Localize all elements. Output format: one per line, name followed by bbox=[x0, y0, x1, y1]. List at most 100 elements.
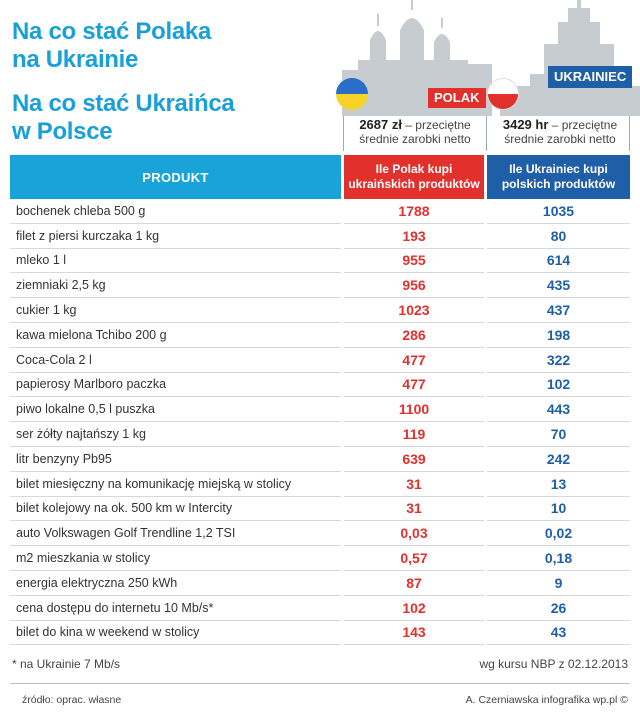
table-row: papierosy Marlboro paczka 477 102 bbox=[10, 372, 630, 398]
ukrainiec-value: 443 bbox=[487, 396, 630, 423]
polak-income-label2: średnie zarobki netto bbox=[359, 132, 471, 146]
column-separator bbox=[484, 248, 487, 273]
credit-note: A. Czerniawska infografika wp.pl © bbox=[465, 694, 628, 706]
product-name: piwo lokalne 0,5 l puszka bbox=[10, 396, 341, 423]
exchange-rate-note: wg kursu NBP z 02.12.2013 bbox=[479, 657, 628, 671]
title-ukrainiec: Na co stać Ukraińca w Polsce bbox=[12, 90, 235, 146]
ukrainiec-value: 614 bbox=[487, 248, 630, 274]
polak-value: 102 bbox=[344, 595, 484, 621]
ukrainiec-value: 437 bbox=[487, 297, 630, 323]
ukrainiec-value: 70 bbox=[487, 421, 630, 447]
column-separator bbox=[341, 471, 344, 497]
column-separator bbox=[484, 471, 487, 497]
polak-value: 1023 bbox=[344, 297, 484, 323]
footnote: * na Ukrainie 7 Mb/s bbox=[12, 657, 121, 671]
ukrainiec-income-label: – przeciętne bbox=[548, 118, 618, 132]
table-row: ser żółty najtańszy 1 kg 119 70 bbox=[10, 421, 630, 447]
title-polak-line2: na Ukrainie bbox=[12, 46, 139, 73]
polak-value: 286 bbox=[344, 322, 484, 348]
ukrainiec-value: 0,18 bbox=[487, 545, 630, 571]
product-name: bilet do kina w weekend w stolicy bbox=[10, 620, 341, 646]
product-name: ziemniaki 2,5 kg bbox=[10, 272, 341, 299]
column-separator bbox=[484, 496, 487, 521]
table-body: bochenek chleba 500 g 1788 1035 filet z pie… bbox=[10, 199, 630, 646]
column-separator bbox=[484, 322, 487, 348]
header-ukrainiec-line1: Ile Ukrainiec kupi bbox=[509, 162, 608, 176]
source-note: źródło: oprac. własne bbox=[22, 694, 122, 706]
column-separator bbox=[484, 396, 487, 422]
table-row: bochenek chleba 500 g 1788 1035 bbox=[10, 199, 630, 224]
ukrainiec-income-amount: 3429 hr bbox=[502, 117, 549, 132]
ukrainiec-value: 322 bbox=[487, 347, 630, 373]
product-name: mleko 1 l bbox=[10, 248, 341, 274]
product-name: m2 mieszkania w stolicy bbox=[10, 545, 341, 571]
polak-value: 143 bbox=[344, 620, 484, 646]
header-polak-line2: ukraińskich produktów bbox=[348, 177, 480, 191]
product-name: litr benzyny Pb95 bbox=[10, 446, 341, 472]
ukraine-flag-icon bbox=[336, 78, 368, 110]
product-name: bochenek chleba 500 g bbox=[10, 199, 341, 224]
ukrainiec-income-label2: średnie zarobki netto bbox=[504, 132, 616, 146]
polak-value: 1100 bbox=[344, 396, 484, 423]
polak-value: 87 bbox=[344, 570, 484, 596]
divider bbox=[486, 116, 487, 151]
ukrainiec-value: 1035 bbox=[487, 199, 630, 224]
polak-value: 477 bbox=[344, 372, 484, 398]
ukrainiec-tag: UKRAINIEC bbox=[548, 66, 633, 88]
divider bbox=[343, 116, 344, 151]
product-name: kawa mielona Tchibo 200 g bbox=[10, 322, 341, 348]
ukrainiec-value: 80 bbox=[487, 223, 630, 249]
title-polak-line1: Na co stać Polaka bbox=[12, 18, 212, 45]
table-row: kawa mielona Tchibo 200 g 286 198 bbox=[10, 322, 630, 348]
product-name: bilet kolejowy na ok. 500 km w Intercity bbox=[10, 496, 341, 522]
polak-value: 119 bbox=[344, 421, 484, 447]
product-name: cukier 1 kg bbox=[10, 297, 341, 323]
column-separator bbox=[341, 595, 344, 621]
table-row: ziemniaki 2,5 kg 956 435 bbox=[10, 272, 630, 299]
column-separator bbox=[341, 421, 344, 447]
table-row: bilet do kina w weekend w stolicy 143 43 bbox=[10, 620, 630, 646]
column-separator bbox=[341, 396, 344, 422]
table-row: litr benzyny Pb95 639 242 bbox=[10, 446, 630, 472]
table-row: mleko 1 l 955 614 bbox=[10, 248, 630, 274]
column-separator bbox=[484, 199, 487, 224]
column-separator bbox=[484, 620, 487, 645]
product-name: ser żółty najtańszy 1 kg bbox=[10, 421, 341, 447]
column-separator bbox=[341, 570, 344, 596]
polak-value: 639 bbox=[344, 446, 484, 472]
ukrainiec-income: 3429 hr – przeciętne średnie zarobki net… bbox=[490, 117, 630, 147]
polak-value: 0,03 bbox=[344, 520, 484, 547]
table-row: auto Volkswagen Golf Trendline 1,2 TSI 0,… bbox=[10, 520, 630, 547]
table-row: cena dostępu do internetu 10 Mb/s* 102 26 bbox=[10, 595, 630, 621]
table-row: Coca-Cola 2 l 477 322 bbox=[10, 347, 630, 373]
product-name: auto Volkswagen Golf Trendline 1,2 TSI bbox=[10, 520, 341, 547]
polak-value: 31 bbox=[344, 471, 484, 497]
ukrainiec-value: 26 bbox=[487, 595, 630, 621]
column-separator bbox=[484, 297, 487, 323]
column-separator bbox=[341, 545, 344, 571]
ukrainiec-value: 13 bbox=[487, 471, 630, 497]
ukrainiec-value: 435 bbox=[487, 272, 630, 299]
table-row: m2 mieszkania w stolicy 0,57 0,18 bbox=[10, 545, 630, 571]
title-ukrainiec-line1: Na co stać Ukraińca bbox=[12, 90, 235, 117]
product-name: energia elektryczna 250 kWh bbox=[10, 570, 341, 596]
header-polak-line1: Ile Polak kupi bbox=[375, 162, 453, 176]
ukrainiec-value: 9 bbox=[487, 570, 630, 596]
ukrainiec-value: 242 bbox=[487, 446, 630, 472]
table-row: piwo lokalne 0,5 l puszka 1100 443 bbox=[10, 396, 630, 423]
footer-divider bbox=[10, 683, 630, 684]
polak-value: 956 bbox=[344, 272, 484, 299]
column-separator bbox=[341, 297, 344, 323]
column-separator bbox=[484, 372, 487, 397]
column-separator bbox=[341, 155, 344, 199]
product-name: bilet miesięczny na komunikację miejską … bbox=[10, 471, 341, 497]
title-polak: Na co stać Polaka na Ukrainie bbox=[12, 18, 211, 74]
divider bbox=[629, 116, 630, 151]
table-row: bilet kolejowy na ok. 500 km w Intercity… bbox=[10, 496, 630, 522]
product-name: cena dostępu do internetu 10 Mb/s* bbox=[10, 595, 341, 621]
product-name: papierosy Marlboro paczka bbox=[10, 372, 341, 398]
column-separator bbox=[341, 248, 344, 273]
polak-value: 477 bbox=[344, 347, 484, 373]
polak-value: 0,57 bbox=[344, 545, 484, 571]
product-name: Coca-Cola 2 l bbox=[10, 347, 341, 373]
